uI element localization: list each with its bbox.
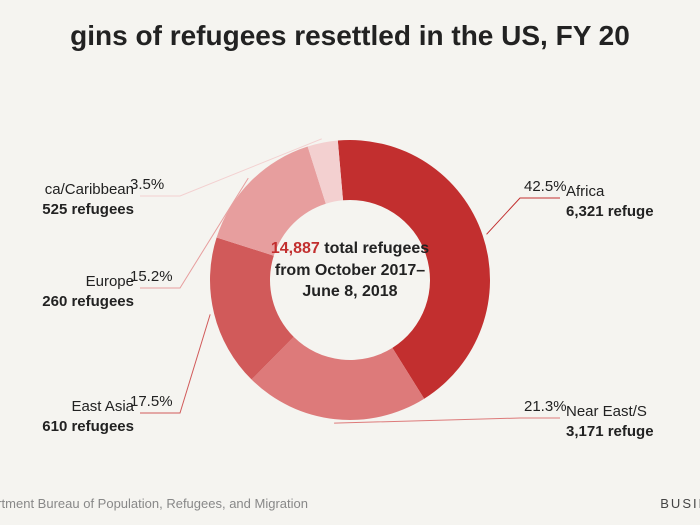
pct-label-4: 3.5% xyxy=(130,176,164,193)
region-label-4: ca/Caribbean525 refugees xyxy=(42,180,134,221)
pct-label-2: 17.5% xyxy=(130,393,173,410)
pct-label-3: 15.2% xyxy=(130,268,173,285)
donut-chart: 14,887 total refugees from October 2017–… xyxy=(0,80,700,460)
source-text: artment Bureau of Population, Refugees, … xyxy=(0,496,308,511)
pct-label-0: 42.5% xyxy=(524,178,567,195)
center-summary: 14,887 total refugees from October 2017–… xyxy=(270,238,430,303)
region-label-2: East Asia610 refugees xyxy=(42,397,134,438)
brand-text: BUSIN xyxy=(660,496,700,511)
region-label-1: Near East/S3,171 refuge xyxy=(566,402,654,443)
region-label-0: Africa6,321 refuge xyxy=(566,182,654,223)
chart-title: gins of refugees resettled in the US, FY… xyxy=(0,20,700,52)
total-number: 14,887 xyxy=(271,240,320,257)
leader-0 xyxy=(487,198,560,234)
pct-label-1: 21.3% xyxy=(524,398,567,415)
region-label-3: Europe260 refugees xyxy=(42,272,134,313)
